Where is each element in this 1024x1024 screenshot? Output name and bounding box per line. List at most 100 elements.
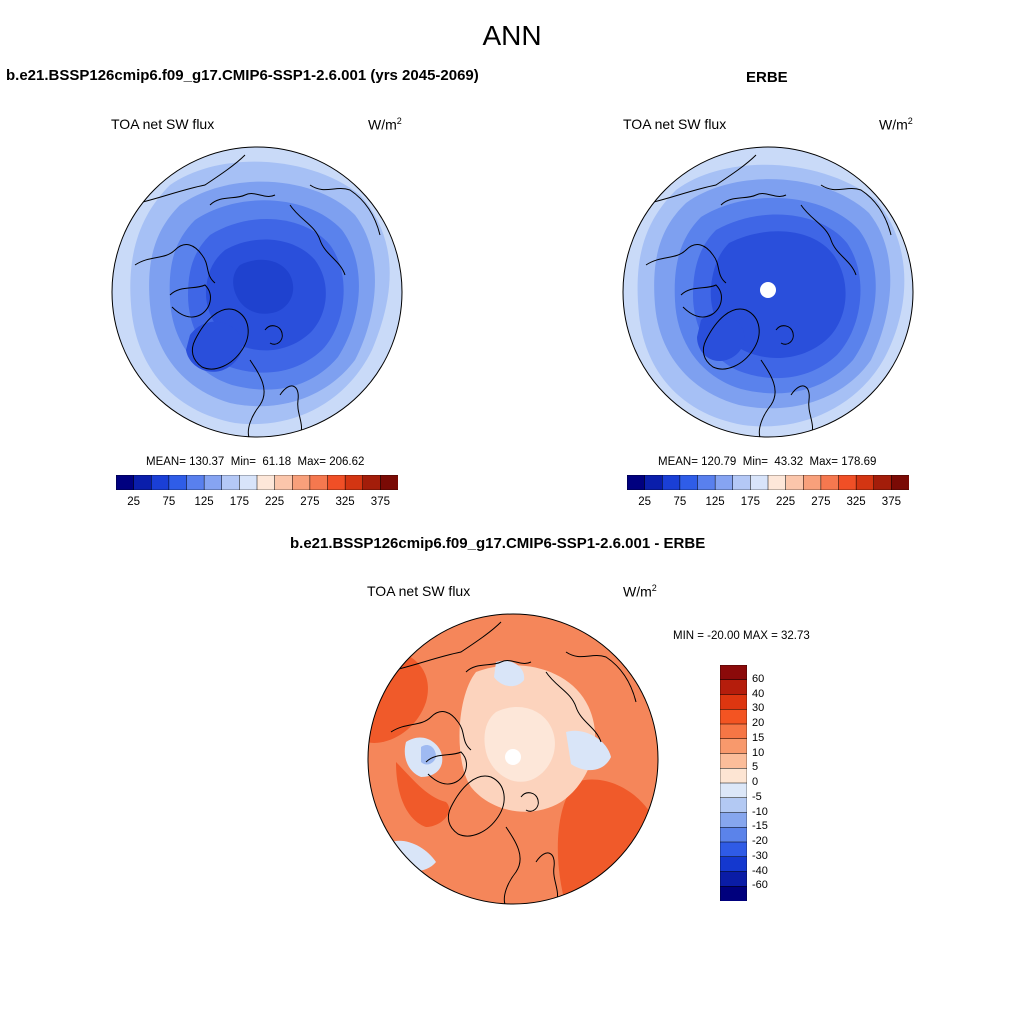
p2-coast-6 [790, 385, 814, 436]
panel1-stats: MEAN= 130.37 Min= 61.18 Max= 206.62 [146, 456, 365, 468]
p3-coast-3 [425, 751, 467, 785]
panel2-colorbar-tick-label: 125 [705, 496, 725, 508]
panel3-colorbar-tick-label: -30 [752, 849, 768, 862]
panel2-colorbar-box-7 [750, 475, 769, 490]
p1-coast-3 [169, 284, 211, 318]
panel3-polar-map [367, 613, 659, 905]
panel1-units: W/m2 [368, 116, 402, 133]
panel2-colorbar-tick-label: 225 [776, 496, 796, 508]
p1-coast-8 [289, 204, 346, 276]
panel1-colorbar-box-8 [256, 475, 276, 490]
p3-coast-8 [545, 671, 602, 743]
p3-coast-2 [390, 711, 472, 751]
panel3-colorbar-tick-label: -15 [752, 820, 768, 833]
p3-band-3 [396, 762, 450, 827]
p3-coast-5 [503, 826, 521, 904]
panel3-min-max: MIN = -20.00 MAX = 32.73 [673, 630, 810, 642]
panel3-colorbar-box-2 [720, 694, 747, 710]
p3-coast-1 [385, 621, 502, 673]
panel2-colorbar-box-1 [644, 475, 663, 490]
panel1-colorbar-tick-label: 175 [229, 496, 249, 508]
p3-coast-9 [465, 660, 532, 673]
panel3-colorbar-tick-label: 40 [752, 687, 765, 700]
panel2-polar-map [622, 146, 914, 438]
p2-coast-10 [775, 325, 794, 345]
p2-band-6 [697, 312, 745, 362]
p3-coast-10 [520, 792, 539, 812]
panel3-colorbar-box-14 [720, 871, 747, 887]
panel3-colorbar-box-0 [720, 665, 747, 681]
panel1-polar-map [111, 146, 403, 438]
panel1-colorbar-tick-label: 125 [194, 496, 214, 508]
p3-band-7 [421, 745, 436, 765]
panel2-colorbar-box-9 [785, 475, 804, 490]
panel2-case-title: ERBE [746, 69, 788, 86]
panel3-case-title: b.e21.BSSP126cmip6.f09_g17.CMIP6-SSP1-2.… [290, 535, 706, 552]
panel3-variable-label: TOA net SW flux [367, 583, 471, 599]
panel2-variable-label: TOA net SW flux [623, 116, 727, 132]
panel3-colorbar-box-9 [720, 797, 747, 814]
panel3-colorbar [720, 665, 747, 901]
panel3-colorbar-tick-label: 60 [752, 672, 765, 685]
panel3-colorbar-tick-label: 15 [752, 731, 765, 744]
p3-band-10 [494, 660, 525, 687]
panel2-colorbar-labels: 25 75 125 175 225 275 325 375 [627, 496, 909, 512]
p3-band-5 [484, 707, 555, 782]
panel2-units: W/m2 [879, 116, 913, 133]
p1-coast-2 [134, 244, 216, 284]
p3-band-8 [566, 730, 611, 771]
panel2-colorbar-tick-label: 325 [846, 496, 866, 508]
panel1-colorbar-box-2 [151, 475, 170, 490]
panel1-colorbar-tick-label: 325 [335, 496, 355, 508]
p2-coast-2 [645, 244, 727, 284]
panel1-colorbar-box-12 [327, 475, 346, 490]
panel1-colorbar-box-5 [203, 475, 223, 490]
panel3-colorbar-tick-label: 30 [752, 702, 765, 715]
panel2-colorbar-box-2 [662, 475, 681, 490]
panel3-colorbar-tick-label: 0 [752, 776, 759, 788]
panel3-colorbar-tick-label: -20 [752, 835, 768, 847]
p1-band-6 [233, 259, 294, 314]
panel3-colorbar-box-13 [720, 856, 747, 873]
panel3-colorbar-tick-label: -40 [752, 864, 768, 877]
panel3-colorbar-box-12 [720, 841, 747, 858]
panel2-colorbar-box-11 [820, 475, 840, 490]
p1-coast-1 [129, 154, 246, 206]
panel2-colorbar-box-10 [803, 475, 822, 490]
panel1-colorbar-box-15 [380, 475, 398, 490]
panel2-colorbar-tick-label: 175 [740, 496, 760, 508]
panel2-colorbar [627, 475, 909, 490]
panel3-colorbar-box-11 [720, 827, 747, 843]
panel1-colorbar-box-4 [186, 475, 205, 490]
panel3-colorbar-box-6 [720, 753, 747, 769]
panel2-colorbar-box-14 [873, 475, 892, 490]
panel2-colorbar-box-15 [891, 475, 909, 490]
panel2-colorbar-tick-label: 75 [673, 496, 687, 508]
p2-coast-1 [640, 154, 757, 206]
panel3-colorbar-tick-label: -60 [752, 879, 768, 892]
panel1-colorbar-box-14 [362, 475, 381, 490]
panel1-colorbar-box-9 [274, 475, 293, 490]
p2-coast-8 [800, 204, 857, 276]
panel2-stats: MEAN= 120.79 Min= 43.32 Max= 178.69 [658, 456, 877, 468]
panel3-colorbar-tick-label: 20 [752, 717, 765, 729]
panel3-colorbar-box-7 [720, 768, 747, 784]
panel1-colorbar-box-0 [116, 475, 135, 490]
panel1-case-title: b.e21.BSSP126cmip6.f09_g17.CMIP6-SSP1-2.… [6, 67, 479, 84]
panel2-colorbar-box-3 [679, 475, 699, 490]
p2-band-5 [710, 231, 846, 359]
p3-coast-4 [447, 775, 505, 837]
panel1-colorbar-box-3 [168, 475, 188, 490]
panel2-colorbar-box-0 [627, 475, 646, 490]
p2-coast-3 [680, 284, 722, 318]
p2-coast-9 [720, 193, 787, 206]
panel3-units: W/m2 [623, 583, 657, 600]
panel1-colorbar-box-6 [221, 475, 240, 490]
p1-coast-9 [209, 193, 276, 206]
panel3-colorbar-tick-label: -10 [752, 805, 768, 818]
panel3-colorbar-box-15 [720, 886, 747, 901]
panel3-colorbar-box-8 [720, 782, 747, 799]
panel1-colorbar-tick-label: 375 [370, 496, 390, 508]
panel3-colorbar-box-5 [720, 738, 747, 755]
panel2-colorbar-tick-label: 25 [638, 496, 651, 508]
